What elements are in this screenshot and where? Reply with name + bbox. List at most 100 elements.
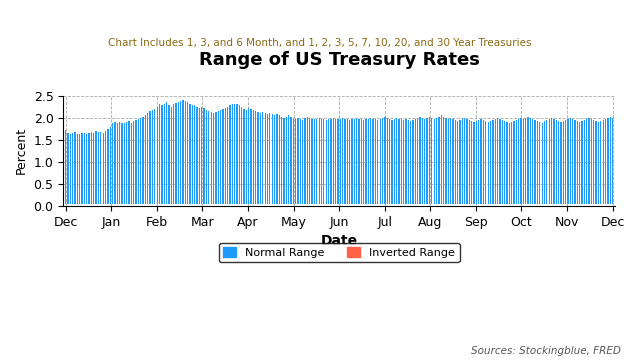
Bar xyxy=(196,107,198,204)
Bar xyxy=(312,118,313,204)
Bar xyxy=(490,121,491,204)
Bar xyxy=(595,121,596,204)
Bar xyxy=(192,105,193,204)
Bar xyxy=(607,118,609,204)
Bar xyxy=(234,104,236,204)
Bar xyxy=(431,118,433,204)
Bar xyxy=(248,108,250,204)
Bar xyxy=(187,102,188,204)
Bar xyxy=(164,104,165,204)
Bar xyxy=(171,107,172,204)
Bar xyxy=(365,119,367,204)
Bar xyxy=(185,101,186,204)
Bar xyxy=(284,118,285,204)
Bar xyxy=(307,117,308,204)
Bar xyxy=(584,120,585,204)
Bar xyxy=(372,118,374,204)
Bar xyxy=(537,121,538,204)
Bar xyxy=(502,120,503,204)
Bar xyxy=(239,105,240,204)
Bar xyxy=(271,114,273,204)
Bar xyxy=(548,118,550,204)
Bar xyxy=(86,134,88,204)
Bar xyxy=(298,118,299,204)
Bar xyxy=(454,120,456,204)
Bar xyxy=(102,133,104,204)
Bar xyxy=(460,120,461,204)
Bar xyxy=(572,118,573,204)
Bar xyxy=(77,134,78,204)
Bar xyxy=(588,118,589,204)
Bar xyxy=(274,116,275,204)
Bar xyxy=(530,118,531,204)
Bar xyxy=(565,120,566,204)
Bar xyxy=(340,118,341,204)
Bar xyxy=(551,118,552,204)
Bar xyxy=(161,105,163,204)
Bar xyxy=(269,113,271,204)
Bar xyxy=(342,118,343,204)
Bar xyxy=(246,110,247,204)
Bar xyxy=(88,133,90,204)
Bar xyxy=(335,118,336,204)
Bar xyxy=(291,117,292,204)
Bar xyxy=(408,120,409,204)
Bar xyxy=(154,109,156,204)
Bar xyxy=(232,104,233,204)
Bar xyxy=(532,118,533,204)
Bar xyxy=(133,121,134,204)
Bar xyxy=(281,117,282,204)
Bar xyxy=(220,110,221,204)
Bar xyxy=(474,122,475,204)
Bar xyxy=(295,118,296,204)
Bar xyxy=(126,122,127,204)
Bar xyxy=(182,100,184,204)
Bar xyxy=(419,117,420,204)
Bar xyxy=(516,120,517,204)
Bar xyxy=(98,132,99,204)
Bar xyxy=(398,118,399,204)
Bar xyxy=(438,117,440,204)
Bar xyxy=(354,118,355,204)
Bar xyxy=(539,122,540,204)
Bar xyxy=(382,118,383,204)
Bar xyxy=(316,118,317,204)
Bar xyxy=(194,105,195,204)
Title: Range of US Treasury Rates: Range of US Treasury Rates xyxy=(198,51,479,69)
Bar xyxy=(492,120,493,204)
Bar xyxy=(152,110,153,204)
Bar xyxy=(433,119,435,204)
Bar xyxy=(520,118,522,204)
Bar xyxy=(443,117,444,204)
Bar xyxy=(567,118,568,204)
Bar xyxy=(147,113,148,204)
Bar xyxy=(544,121,545,204)
Bar xyxy=(70,134,71,204)
Bar xyxy=(605,118,606,204)
Bar xyxy=(189,104,191,204)
Bar xyxy=(257,112,259,204)
Bar xyxy=(337,119,339,204)
Bar xyxy=(426,118,428,204)
Bar xyxy=(119,122,120,204)
Bar xyxy=(168,105,170,204)
Bar xyxy=(229,105,230,204)
Bar xyxy=(105,131,106,204)
Bar xyxy=(333,118,334,204)
Text: Sources: Stockingblue, FRED: Sources: Stockingblue, FRED xyxy=(471,346,621,356)
Bar xyxy=(206,110,207,204)
Bar xyxy=(314,119,315,204)
Bar xyxy=(450,118,451,204)
Bar xyxy=(518,118,519,204)
Bar xyxy=(424,119,426,204)
Bar xyxy=(525,118,526,204)
Bar xyxy=(485,121,486,204)
Bar xyxy=(81,133,83,204)
Bar xyxy=(417,118,419,204)
Bar xyxy=(375,119,376,204)
Bar xyxy=(598,122,599,204)
Bar xyxy=(208,111,209,204)
Bar xyxy=(321,118,322,204)
Bar xyxy=(546,120,547,204)
Bar xyxy=(468,120,470,204)
